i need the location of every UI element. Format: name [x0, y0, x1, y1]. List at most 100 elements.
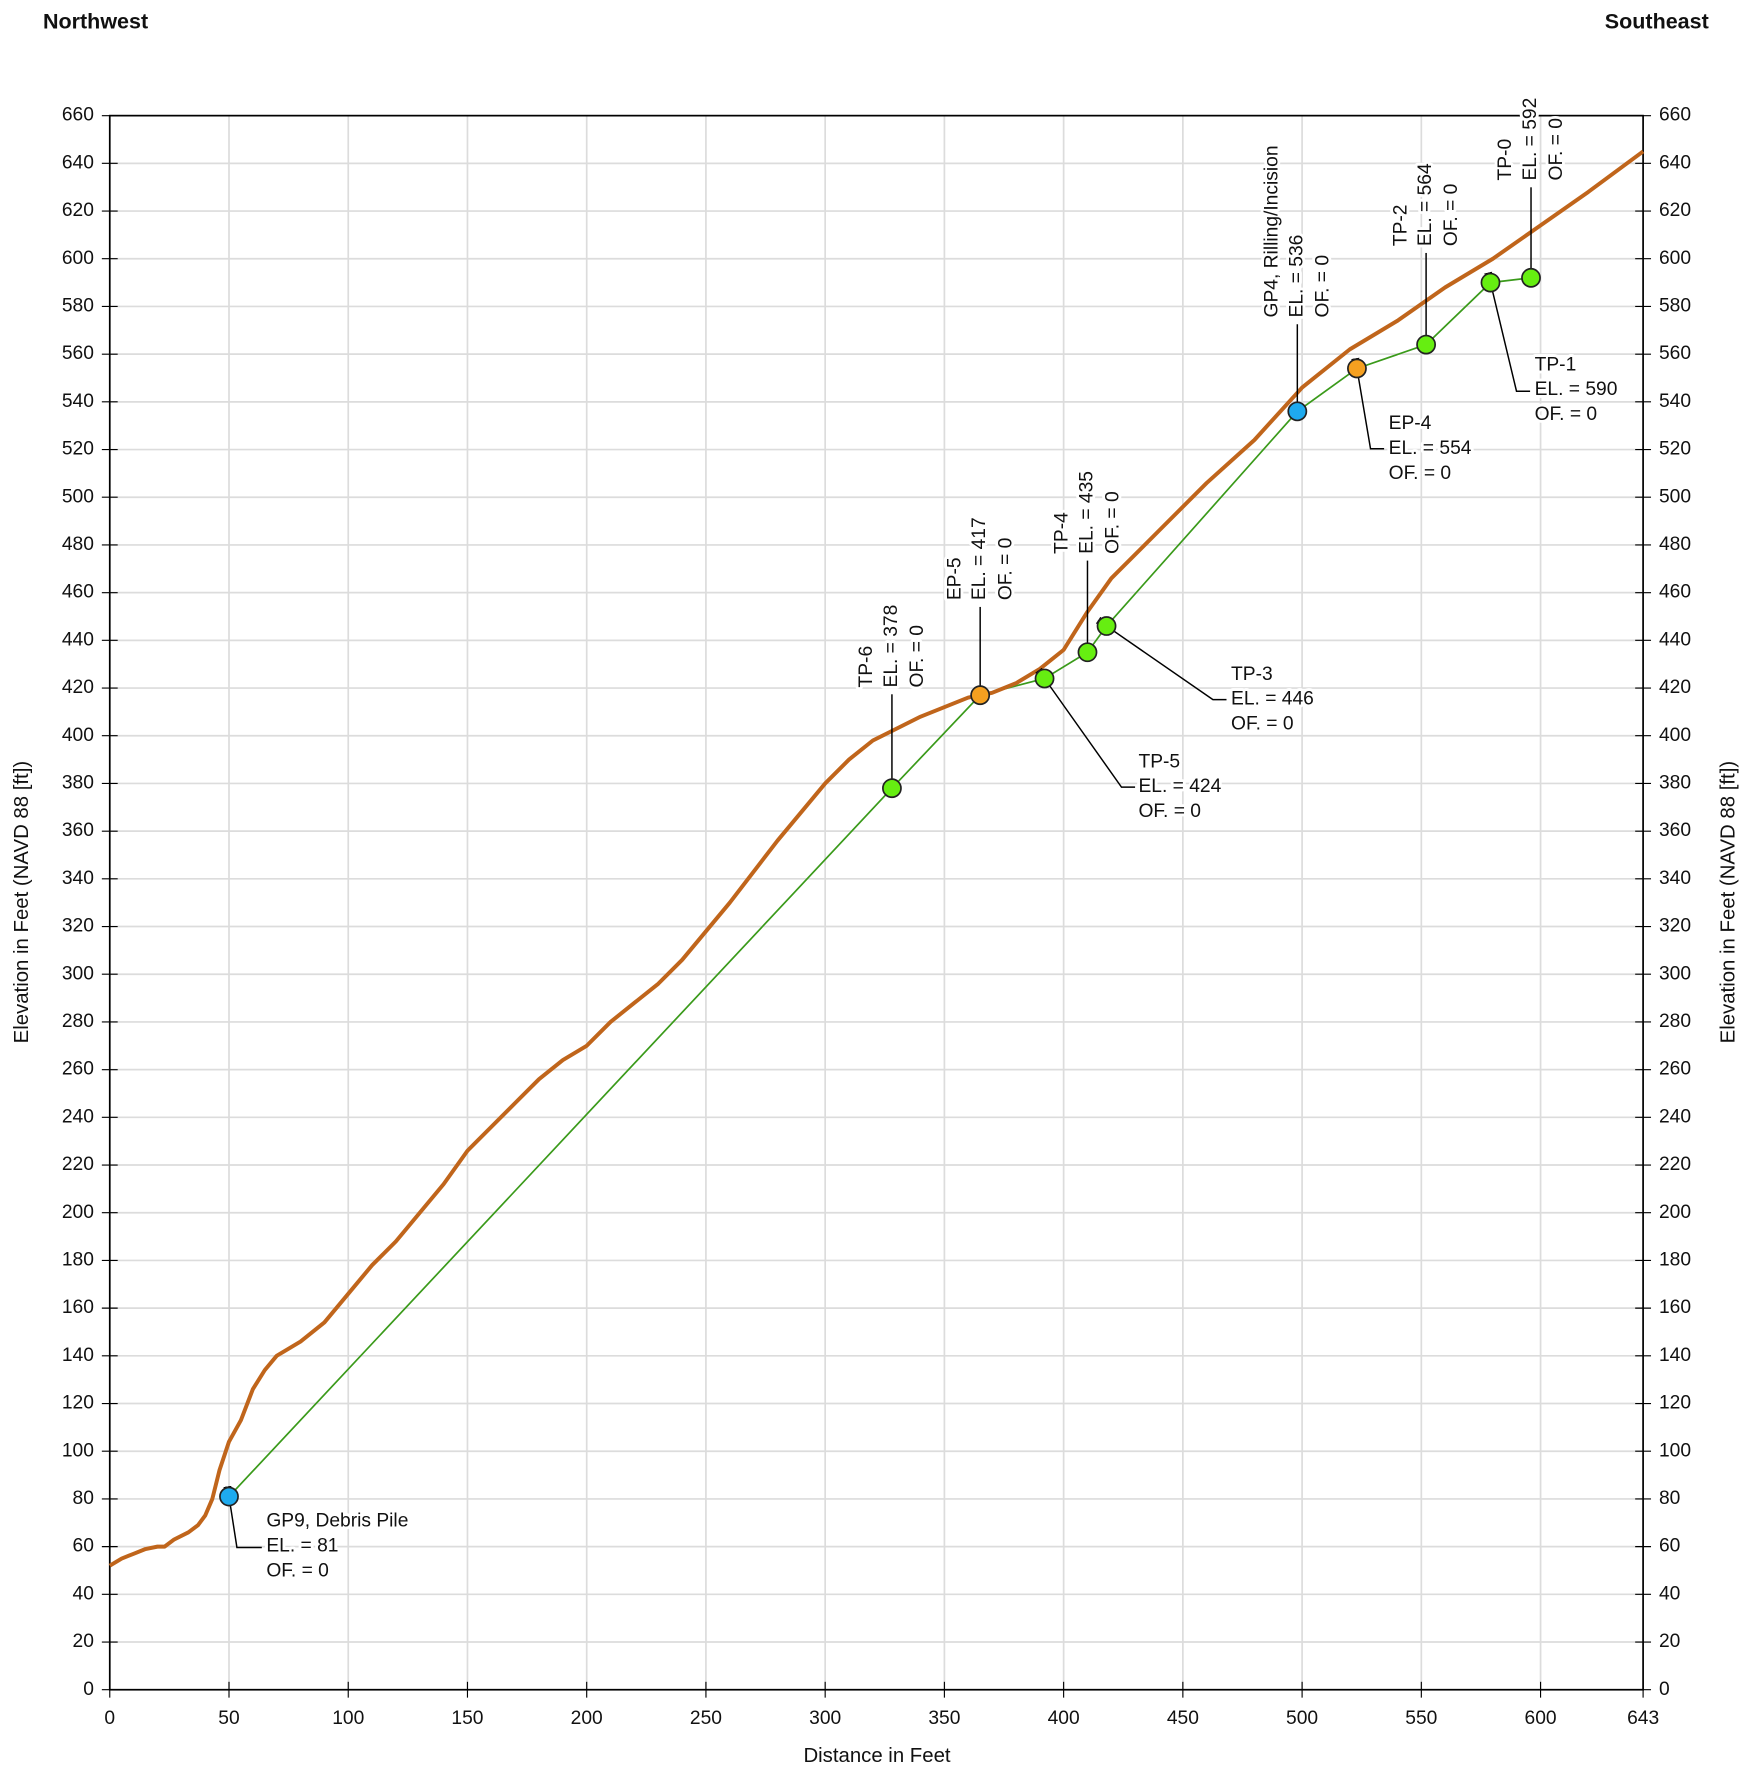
y2-tick-label: 320: [1659, 916, 1691, 937]
survey-point: [1287, 401, 1308, 422]
y-tick-label: 500: [62, 486, 94, 507]
y2-tick-label: 400: [1659, 725, 1691, 746]
point-annotation: EL. = 536: [1286, 235, 1307, 318]
y-tick-label: 440: [62, 629, 94, 650]
y2-tick-label: 160: [1659, 1297, 1691, 1318]
x-tick-label: 550: [1405, 1708, 1437, 1729]
y-tick-label: 620: [62, 200, 94, 221]
x-tick-label: 100: [332, 1708, 364, 1729]
point-annotation: EL. = 417: [969, 517, 990, 600]
y2-tick-label: 440: [1659, 629, 1691, 650]
y-axis-label: Elevation in Feet (NAVD 88 [ft]): [11, 761, 33, 1044]
point-annotation: TP-1: [1535, 354, 1577, 375]
point-annotation: EL. = 554: [1389, 438, 1472, 459]
ground-profile: [108, 149, 1645, 1568]
right-title: Southeast: [1605, 10, 1709, 34]
y-tick-label: 240: [62, 1106, 94, 1127]
survey-point: [1077, 642, 1098, 663]
x-tick-label: 500: [1286, 1708, 1318, 1729]
point-annotation: EP-5: [944, 557, 965, 600]
y-tick-label: 480: [62, 534, 94, 555]
point-annotation: TP-4: [1052, 512, 1073, 554]
y2-tick-label: 580: [1659, 296, 1691, 317]
y-tick-label: 460: [62, 582, 94, 603]
point-annotation: EL. = 435: [1077, 471, 1098, 554]
y-tick-label: 180: [62, 1250, 94, 1271]
point-annotation: GP9, Debris Pile: [266, 1511, 408, 1532]
y-tick-label: 580: [62, 296, 94, 317]
point-annotation: OF. = 0: [1231, 714, 1294, 735]
y2-tick-label: 220: [1659, 1154, 1691, 1175]
y-tick-label: 540: [62, 391, 94, 412]
point-annotation: OF. = 0: [1546, 118, 1567, 181]
x-tick-label: 200: [571, 1708, 603, 1729]
point-annotation: OF. = 0: [1535, 404, 1598, 425]
survey-point: [1521, 267, 1541, 288]
y-tick-label: 160: [62, 1297, 94, 1318]
x-tick-label: 600: [1525, 1708, 1557, 1729]
y-tick-label: 100: [62, 1440, 94, 1461]
x-tick-label: 450: [1167, 1708, 1199, 1729]
point-annotation: EL. = 592: [1520, 98, 1541, 181]
point-annotation: TP-6: [856, 646, 877, 688]
x-tick-label: 643: [1627, 1708, 1659, 1729]
point-annotation: OF. = 0: [266, 1560, 329, 1581]
point-annotation: EP-4: [1389, 413, 1432, 434]
survey-point: [1096, 616, 1117, 636]
survey-point: [970, 685, 991, 706]
y-tick-label: 40: [73, 1583, 94, 1604]
x-tick-label: 150: [451, 1708, 483, 1729]
y2-tick-label: 540: [1659, 391, 1691, 412]
y2-tick-label: 660: [1659, 105, 1691, 126]
point-annotation: OF. = 0: [1138, 801, 1201, 822]
x-axis-label: Distance in Feet: [803, 1745, 950, 1767]
y-tick-label: 20: [73, 1631, 94, 1652]
y2-tick-label: 520: [1659, 439, 1691, 460]
y2-tick-label: 600: [1659, 248, 1691, 269]
y-tick-label: 340: [62, 868, 94, 889]
x-tick-label: 0: [104, 1708, 115, 1729]
y2-tick-label: 360: [1659, 820, 1691, 841]
point-annotation: OF. = 0: [907, 625, 928, 688]
y-tick-label: 200: [62, 1202, 94, 1223]
grid: [108, 114, 1644, 1691]
points-line: [228, 276, 1532, 1498]
point-annotation: EL. = 378: [881, 605, 902, 688]
y2-tick-label: 380: [1659, 773, 1691, 794]
y-tick-label: 80: [73, 1488, 94, 1509]
point-annotation: EL. = 446: [1231, 689, 1314, 710]
leader-line: [1035, 667, 1136, 788]
y-tick-label: 140: [62, 1345, 94, 1366]
point-annotation: OF. = 0: [1389, 463, 1452, 484]
y-tick-label: 640: [62, 152, 94, 173]
y2-tick-label: 200: [1659, 1202, 1691, 1223]
y2-tick-label: 240: [1659, 1106, 1691, 1127]
point-annotation: TP-3: [1231, 664, 1273, 685]
point-annotation: TP-5: [1138, 751, 1180, 772]
point-annotation: OF. = 0: [1441, 184, 1462, 247]
y2-tick-label: 260: [1659, 1059, 1691, 1080]
y2-tick-label: 80: [1659, 1488, 1680, 1509]
leader-line: [1095, 616, 1227, 701]
y2-tick-label: 480: [1659, 534, 1691, 555]
point-annotation: EL. = 564: [1415, 163, 1436, 246]
survey-point: [1034, 668, 1055, 689]
y-tick-label: 420: [62, 677, 94, 698]
y-tick-label: 520: [62, 439, 94, 460]
leader-line: [1484, 271, 1531, 392]
y2-tick-label: 0: [1659, 1679, 1670, 1700]
leader-line: [223, 1485, 262, 1549]
y2-tick-label: 40: [1659, 1583, 1680, 1604]
y-tick-label: 260: [62, 1059, 94, 1080]
y-tick-label: 600: [62, 248, 94, 269]
y-tick-label: 300: [62, 963, 94, 984]
y2-tick-label: 180: [1659, 1250, 1691, 1271]
point-annotation: OF. = 0: [1103, 491, 1124, 554]
y-tick-label: 400: [62, 725, 94, 746]
y-tick-label: 280: [62, 1011, 94, 1032]
plot-frame: [108, 114, 1644, 1691]
point-annotation: OF. = 0: [995, 538, 1016, 601]
x-tick-label: 300: [809, 1708, 841, 1729]
survey-point: [219, 1486, 239, 1507]
y-tick-label: 60: [73, 1536, 94, 1557]
